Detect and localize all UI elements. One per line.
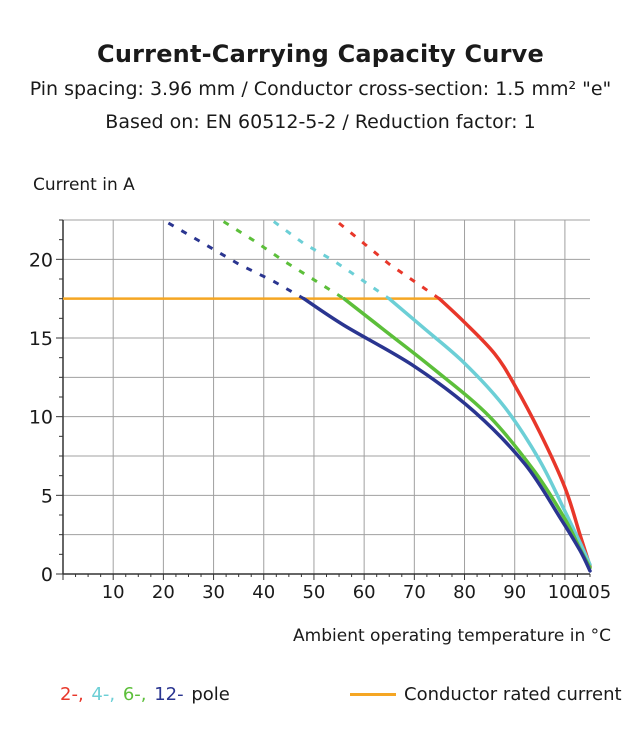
series-4-pole-line [387, 296, 592, 567]
legend-6-pole: 6-, [122, 684, 147, 705]
x-tick-label-60: 60 [353, 582, 376, 603]
x-tick-label-90: 90 [503, 582, 526, 603]
series-12-pole-dashed [167, 221, 305, 301]
y-tick-label-15: 15 [29, 328, 53, 350]
rated-current-swatch [350, 693, 396, 696]
legend-pole-suffix: pole [191, 684, 230, 705]
chart-subtitle-standard: Based on: EN 60512-5-2 / Reduction facto… [105, 111, 536, 133]
x-tick-label-50: 50 [302, 582, 325, 603]
legend-2-pole: 2-, [60, 684, 84, 705]
x-axis-label: Ambient operating temperature in °C [293, 626, 611, 646]
legend-12-pole: 12- [154, 684, 184, 705]
y-tick-label-20: 20 [29, 249, 53, 271]
x-tick-label-80: 80 [453, 582, 476, 603]
y-tick-label-5: 5 [41, 485, 53, 507]
series-2-pole-line [437, 296, 592, 568]
x-tick-label-10: 10 [102, 582, 125, 603]
rated-current-legend: Conductor rated current [350, 684, 622, 705]
x-tick-label-20: 20 [152, 582, 175, 603]
x-tick-label-30: 30 [202, 582, 225, 603]
series-4-pole-dashed [272, 220, 391, 300]
x-tick-label-100: 100 [548, 582, 582, 603]
y-tick-label-10: 10 [29, 407, 53, 429]
x-tick-label-70: 70 [403, 582, 426, 603]
x-tick-label-105: 105 [577, 582, 611, 603]
series-6-pole-line [342, 296, 592, 570]
legend-4-pole: 4-, [91, 684, 116, 705]
y-tick-label-0: 0 [41, 564, 53, 586]
series-12-pole-line [302, 296, 592, 573]
rated-current-label: Conductor rated current [404, 684, 622, 705]
chart-title: Current-Carrying Capacity Curve [97, 40, 544, 68]
series-2-pole-dashed [338, 221, 441, 300]
pole-legend: 2-, 4-, 6-, 12- pole [60, 684, 232, 705]
chart-subtitle-pin-spacing: Pin spacing: 3.96 mm / Conductor cross-s… [29, 78, 612, 100]
y-axis-label: Current in A [33, 175, 135, 195]
series-6-pole-dashed [222, 220, 345, 300]
x-tick-label-40: 40 [252, 582, 275, 603]
